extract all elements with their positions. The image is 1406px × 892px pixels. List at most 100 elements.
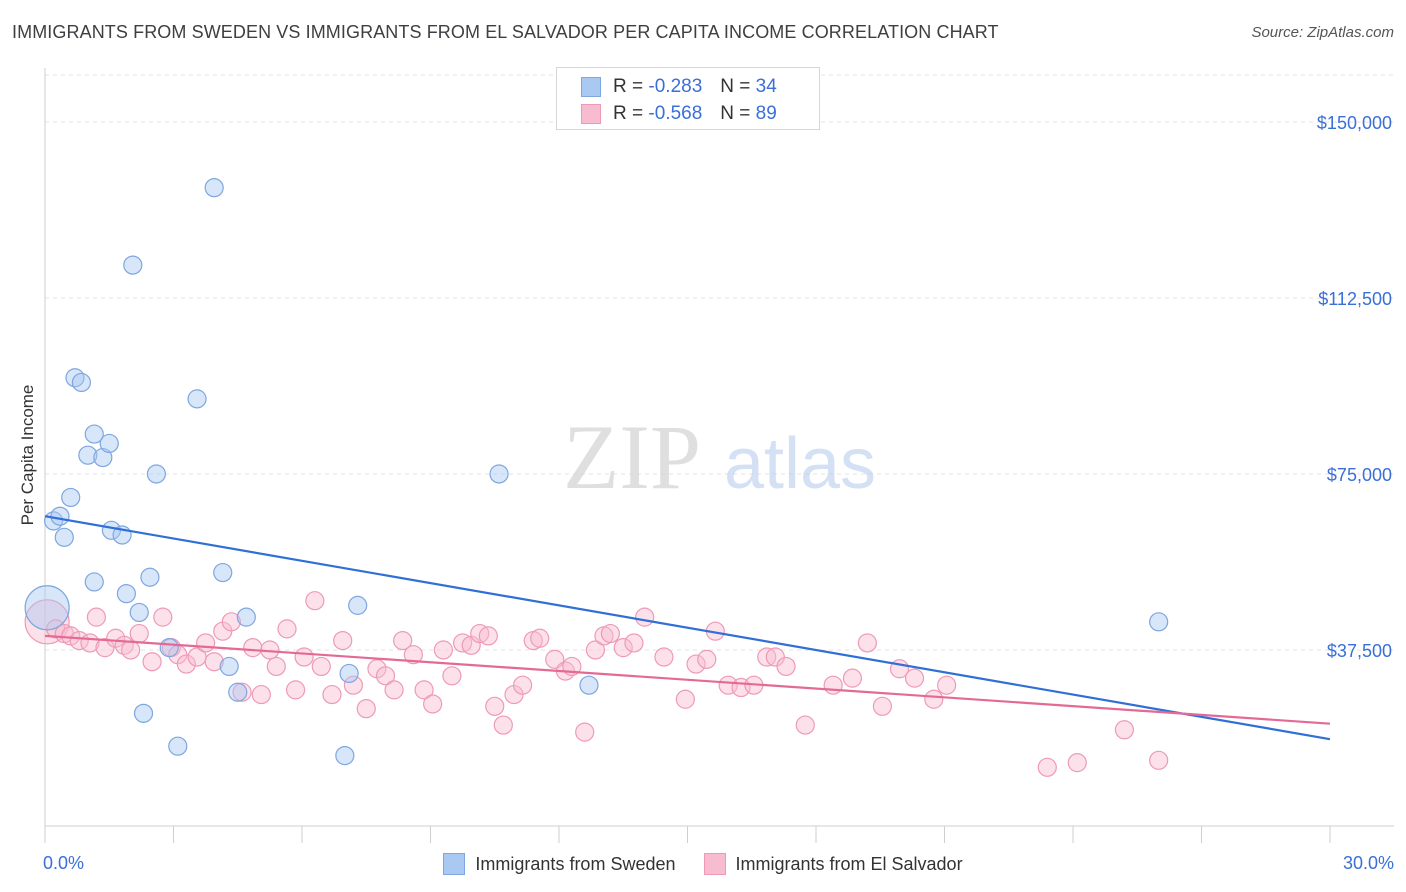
el-salvador-point [277,619,297,639]
sweden-point [123,255,143,275]
el-salvador-point [243,638,263,658]
el-salvador-point [121,640,141,660]
legend-row-elsalvador: R = -0.568 N = 89 [557,101,777,127]
sweden-point [84,424,104,444]
el-salvador-point [904,668,925,688]
el-salvador-point [823,675,843,695]
sweden-trend-line [44,515,1331,741]
sweden-point [84,572,104,592]
el-salvador-point [776,656,796,677]
sweden-point [213,562,233,583]
watermark: ZIP atlas [563,406,876,508]
sweden-point [339,663,359,684]
el-salvador-point [613,638,633,658]
el-salvador-point [872,696,892,716]
legend-n-label: N = [720,76,751,97]
series-legend-sweden[interactable]: Immigrants from Sweden [443,853,676,875]
el-salvador-point [333,630,353,651]
el-salvador-point [857,633,878,653]
sweden-points [24,178,1169,766]
sweden-point [71,372,92,393]
series-label-sweden: Immigrants from Sweden [475,853,676,874]
el-salvador-trend-line [44,634,1331,725]
el-salvador-point [433,640,453,660]
legend-swatch-sweden [581,77,601,97]
el-salvador-point [305,591,325,611]
y-tick-labels: $37,500 $75,000 $112,500 $150,000 [1317,113,1392,661]
el-salvador-point [294,647,314,667]
el-salvador-point [393,630,413,651]
el-salvador-point [414,680,434,700]
legend-n-value-sweden: 34 [755,76,777,97]
el-salvador-point [176,654,196,674]
el-salvador-point [142,652,162,672]
series-legend-elsalvador[interactable]: Immigrants from El Salvador [703,853,963,875]
el-salvador-point [86,607,107,627]
sweden-point [489,464,509,484]
el-salvador-point [512,675,533,695]
el-salvador-point [485,696,505,716]
sweden-point [140,567,160,587]
el-salvador-point [1037,757,1057,777]
sweden-point [93,447,113,468]
el-salvador-point [530,628,550,648]
y-tick-label: $37,500 [1327,641,1392,661]
el-salvador-point [635,607,655,627]
correlation-legend: R = -0.283 N = 34 R = -0.568 N = 89 [556,67,820,130]
legend-row-sweden: R = -0.283 N = 34 [557,74,777,100]
sweden-point [116,584,136,604]
sweden-point [50,506,70,526]
el-salvador-point [356,699,376,719]
axes [44,68,1394,843]
sweden-point [236,607,256,627]
source-credit: Source: ZipAtlas.com [1251,24,1394,41]
el-salvador-point [375,666,396,686]
sweden-point [99,433,119,454]
y-tick-label: $150,000 [1317,113,1392,133]
el-salvador-point [697,649,717,669]
legend-n-label: N = [720,103,751,124]
el-salvador-point [585,640,606,660]
el-salvador-point [129,623,149,644]
gridlines [45,74,1394,651]
sweden-point [129,602,149,623]
el-salvador-point [937,675,957,695]
sweden-point [146,464,166,484]
sweden-point [204,178,224,198]
el-salvador-point [600,623,621,644]
el-salvador-point [924,689,944,709]
legend-r-label: R = [613,76,644,97]
el-salvador-point [842,668,863,688]
el-salvador-point [686,654,706,674]
sweden-point [579,675,599,695]
sweden-point [228,682,248,702]
legend-r-label: R = [613,103,644,124]
legend-r-value-sweden: -0.283 [648,76,703,97]
el-salvador-point [575,722,595,742]
el-salvador-point [442,666,462,686]
y-tick-label: $112,500 [1318,289,1392,309]
sweden-point [54,527,74,547]
el-salvador-point [795,715,815,735]
series-swatch-sweden [443,853,466,875]
trend-lines [44,515,1331,741]
el-salvador-point [322,684,342,705]
legend-r-value-elsalvador: -0.568 [648,103,703,124]
legend-n-value-elsalvador: 89 [755,103,777,124]
el-salvador-point [384,680,404,700]
sweden-point [159,638,179,658]
sweden-point [168,736,188,756]
sweden-point [219,656,239,677]
sweden-point [61,487,81,508]
el-salvador-point [204,652,224,672]
el-salvador-point [196,633,216,653]
sweden-point [1149,612,1169,632]
sweden-point [78,445,98,465]
y-tick-label: $75,000 [1327,465,1392,485]
el-salvador-point [285,680,306,700]
sweden-point [24,585,70,631]
sweden-point [133,703,154,723]
el-salvador-point [403,645,423,665]
el-salvador-point [1114,720,1135,740]
